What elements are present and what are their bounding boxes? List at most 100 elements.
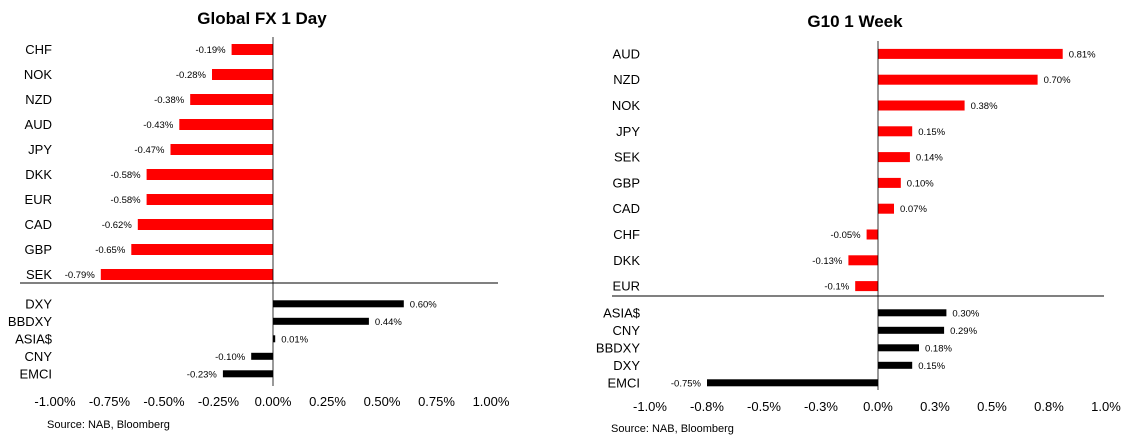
bar-emci <box>222 370 273 378</box>
bar-dkk <box>146 169 273 180</box>
category-label: NZD <box>613 72 640 87</box>
x-tick-label: 0.8% <box>1034 399 1064 414</box>
x-tick-label: 1.0% <box>1091 399 1121 414</box>
x-tick-label: 0.5% <box>977 399 1007 414</box>
data-label: -0.1% <box>824 282 849 293</box>
data-label: -0.75% <box>671 378 702 389</box>
data-label: 0.07% <box>900 204 927 215</box>
category-label: NOK <box>612 98 641 113</box>
data-label: -0.62% <box>102 220 133 231</box>
data-label: 0.38% <box>971 101 998 112</box>
data-label: -0.05% <box>830 230 861 241</box>
bar-dxy <box>878 361 913 369</box>
category-label: SEK <box>614 150 640 165</box>
bar-chf <box>866 229 878 240</box>
category-label: CHF <box>25 42 52 57</box>
data-label: -0.43% <box>143 120 174 131</box>
bar-gbp <box>131 244 273 255</box>
bar-eur <box>855 281 878 292</box>
bar-jpy <box>170 144 273 155</box>
chart-source-note: Source: NAB, Bloomberg <box>47 419 170 431</box>
category-label: BBDXY <box>8 314 52 329</box>
bar-sek <box>100 269 273 280</box>
data-label: -0.58% <box>110 195 141 206</box>
data-label: 0.70% <box>1044 75 1071 86</box>
x-tick-label: -0.3% <box>804 399 838 414</box>
x-tick-label: -0.5% <box>747 399 781 414</box>
x-tick-label: -0.50% <box>143 394 185 409</box>
category-label: GBP <box>25 242 52 257</box>
data-label: 0.14% <box>916 153 943 164</box>
category-label: CNY <box>613 323 641 338</box>
category-label: CNY <box>25 349 53 364</box>
chart-source-note: Source: NAB, Bloomberg <box>611 423 734 435</box>
category-label: EMCI <box>20 366 53 381</box>
category-label: CAD <box>25 217 52 232</box>
category-label: DXY <box>613 358 640 373</box>
bar-nok <box>878 100 965 111</box>
chart-g10-1-week: G10 1 Week Source: NAB, Bloomberg 0.81% A… <box>596 12 1121 435</box>
bar-dxy <box>273 300 404 308</box>
category-label: DXY <box>25 296 52 311</box>
category-label: ASIA$ <box>15 331 53 346</box>
bar-nok <box>212 69 273 80</box>
x-tick-label: 1.00% <box>473 394 510 409</box>
x-tick-label: -0.75% <box>89 394 131 409</box>
category-label: BBDXY <box>596 340 640 355</box>
category-label: DKK <box>25 167 52 182</box>
data-label: -0.19% <box>195 45 226 56</box>
chart-title: G10 1 Week <box>807 12 903 31</box>
category-label: CAD <box>613 201 640 216</box>
data-label: -0.47% <box>134 145 165 156</box>
category-label: GBP <box>613 175 640 190</box>
category-label: JPY <box>616 124 640 139</box>
data-label: -0.58% <box>110 170 141 181</box>
x-tick-label: -1.0% <box>633 399 667 414</box>
chart-global-fx-1-day: Global FX 1 Day Source: NAB, Bloomberg -… <box>8 9 510 431</box>
data-label: 0.81% <box>1069 49 1096 60</box>
data-label: 0.30% <box>952 308 979 319</box>
x-tick-label: -0.8% <box>690 399 724 414</box>
bar-aud <box>878 48 1063 59</box>
bar-cny <box>878 326 945 334</box>
bar-cad <box>137 219 273 230</box>
x-tick-label: 0.0% <box>863 399 893 414</box>
bar-jpy <box>878 126 913 137</box>
x-tick-label: -0.25% <box>198 394 240 409</box>
data-label: -0.79% <box>65 270 96 281</box>
x-tick-label: 0.00% <box>255 394 292 409</box>
category-label: EUR <box>25 192 52 207</box>
bar-aud <box>179 119 273 130</box>
data-label: 0.01% <box>281 334 308 345</box>
x-tick-label: -1.00% <box>34 394 76 409</box>
data-label: 0.15% <box>918 361 945 372</box>
bar-nzd <box>190 94 273 105</box>
bar-dkk <box>848 255 878 266</box>
bar-nzd <box>878 74 1038 85</box>
category-label: SEK <box>26 267 52 282</box>
bar-asia <box>273 335 276 343</box>
category-label: JPY <box>28 142 52 157</box>
data-label: 0.18% <box>925 343 952 354</box>
data-label: 0.60% <box>410 299 437 310</box>
data-label: 0.10% <box>907 178 934 189</box>
bar-eur <box>146 194 273 205</box>
category-label: DKK <box>613 253 640 268</box>
data-label: -0.28% <box>176 70 207 81</box>
x-tick-label: 0.50% <box>364 394 401 409</box>
data-label: -0.10% <box>215 352 246 363</box>
x-tick-label: 0.3% <box>920 399 950 414</box>
data-label: -0.38% <box>154 95 185 106</box>
data-label: 0.29% <box>950 326 977 337</box>
data-label: 0.44% <box>375 317 402 328</box>
bar-asia <box>878 309 947 317</box>
bar-cad <box>878 203 894 214</box>
category-label: ASIA$ <box>603 305 641 320</box>
bar-cny <box>251 352 273 360</box>
chart-title: Global FX 1 Day <box>197 9 327 28</box>
category-label: AUD <box>25 117 52 132</box>
bar-emci <box>707 379 878 387</box>
x-tick-label: 0.25% <box>309 394 346 409</box>
data-label: -0.13% <box>812 256 843 267</box>
category-label: NZD <box>25 92 52 107</box>
